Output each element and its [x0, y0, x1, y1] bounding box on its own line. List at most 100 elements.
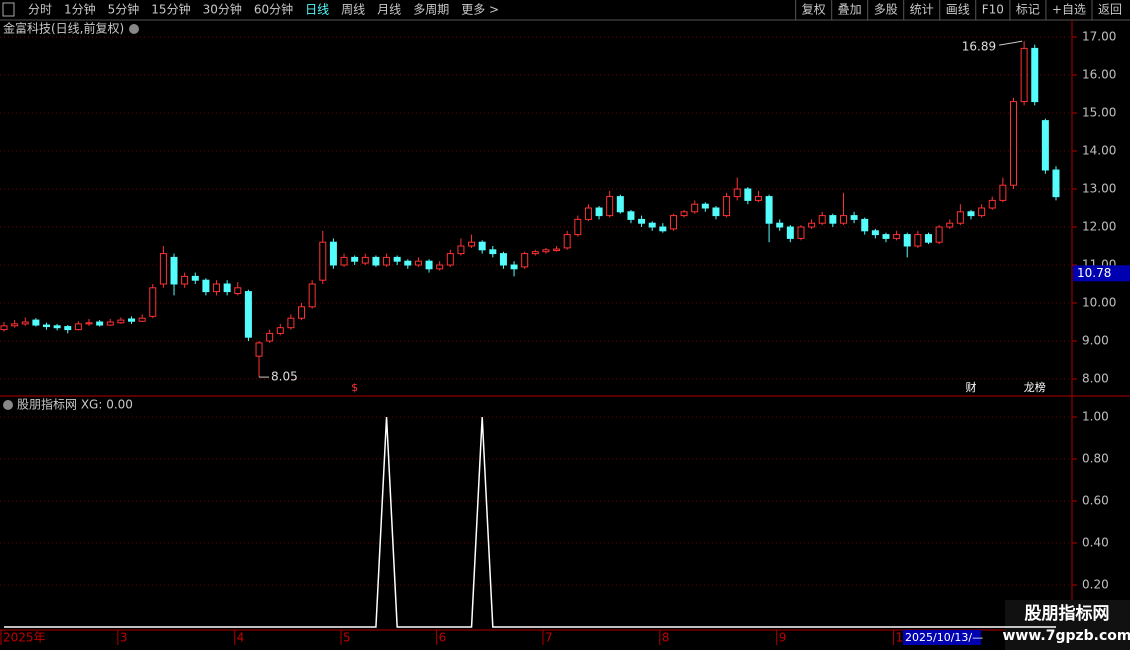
- min-label: 8.05: [271, 370, 298, 384]
- candle-body: [744, 188, 752, 201]
- candle-body: [924, 234, 932, 243]
- candle-body: [149, 287, 157, 317]
- toolbar-tab[interactable]: 周线: [341, 3, 365, 17]
- candle-body: [287, 317, 295, 329]
- candle-body: [946, 222, 954, 228]
- candle-body: [425, 260, 433, 270]
- candle-body: [935, 226, 943, 243]
- candle-body: [797, 226, 805, 239]
- toolbar-tab[interactable]: 日线: [305, 3, 329, 17]
- candle-body: [733, 188, 741, 198]
- event-marker[interactable]: $: [351, 381, 358, 394]
- candle-body: [754, 196, 762, 201]
- candle-body: [584, 207, 592, 220]
- toolbar-button[interactable]: 多股: [874, 3, 898, 17]
- candle-body: [181, 275, 189, 285]
- candle-body: [446, 253, 454, 266]
- candle-body: [818, 215, 826, 224]
- candle-body: [680, 211, 688, 217]
- candle-body: [266, 332, 274, 342]
- candle-body: [765, 196, 773, 224]
- y-tick-label: 16.00: [1082, 68, 1116, 82]
- max-label: 16.89: [962, 40, 996, 54]
- x-tick-label: 9: [779, 631, 787, 645]
- event-marker[interactable]: 龙榜: [1024, 380, 1046, 394]
- toolbar-tab[interactable]: 30分钟: [203, 2, 242, 17]
- candle-body: [64, 326, 72, 331]
- toolbar-button[interactable]: +自选: [1052, 3, 1086, 17]
- candle-body: [436, 264, 444, 270]
- toolbar-tab[interactable]: 多周期: [413, 3, 449, 17]
- x-tick-label: 1: [896, 631, 904, 645]
- x-tick-label: 6: [439, 631, 447, 645]
- candle-body: [531, 251, 539, 255]
- candle-body: [11, 323, 19, 327]
- candle-body: [0, 325, 8, 331]
- cursor-date-box: [903, 630, 981, 645]
- candle-body: [234, 287, 242, 294]
- toolbar-button[interactable]: F10: [982, 3, 1004, 17]
- y-tick-label: 10.00: [1082, 296, 1116, 310]
- dropdown-icon[interactable]: [129, 24, 139, 34]
- candle-body: [468, 241, 476, 247]
- watermark-title: 股朋指标网: [1025, 603, 1110, 624]
- toolbar-tab[interactable]: 更多 >: [461, 3, 499, 17]
- candle-body: [106, 321, 114, 326]
- indicator-title: 股朋指标网 XG: 0.00: [17, 397, 133, 412]
- candle-body: [553, 248, 561, 252]
- y-tick-label: 0.60: [1082, 494, 1109, 508]
- toolbar-button[interactable]: 画线: [946, 3, 970, 17]
- candle-body: [563, 234, 571, 249]
- chart-title: 金富科技(日线,前复权): [3, 21, 124, 36]
- candle-body: [43, 324, 51, 328]
- y-tick-label: 17.00: [1082, 30, 1116, 44]
- window-icon[interactable]: [2, 2, 15, 17]
- candle-body: [244, 291, 252, 338]
- max-pointer: [999, 40, 1023, 46]
- candle-body: [776, 222, 784, 228]
- x-tick-label: 2025年: [3, 631, 46, 645]
- dropdown-icon[interactable]: [3, 400, 13, 410]
- candle-body: [191, 275, 199, 281]
- candle-body: [701, 203, 709, 209]
- candle-body: [393, 256, 401, 262]
- candle-body: [1020, 47, 1028, 103]
- toolbar-tab[interactable]: 60分钟: [254, 2, 293, 17]
- toolbar-tab[interactable]: 5分钟: [108, 2, 140, 17]
- candle-body: [383, 256, 391, 266]
- candle-body: [138, 317, 146, 322]
- candle-body: [32, 319, 40, 326]
- toolbar-button[interactable]: 统计: [910, 3, 934, 17]
- candle-body: [648, 222, 656, 228]
- toolbar-tab[interactable]: 月线: [377, 3, 401, 17]
- candle-body: [85, 322, 93, 325]
- toolbar-tab[interactable]: 15分钟: [151, 2, 190, 17]
- candle-body: [457, 245, 465, 255]
- candle-body: [839, 215, 847, 224]
- candle-body: [499, 253, 507, 266]
- toolbar-button[interactable]: 叠加: [838, 3, 862, 17]
- x-tick-label: 7: [545, 631, 553, 645]
- candle-body: [956, 211, 964, 224]
- toolbar-button[interactable]: 返回: [1098, 3, 1122, 17]
- toolbar-tab[interactable]: 分时: [28, 3, 52, 17]
- candle-body: [712, 207, 720, 217]
- toolbar-tab[interactable]: 1分钟: [64, 2, 96, 17]
- candle-body: [978, 207, 986, 217]
- x-tick-label: 8: [662, 631, 670, 645]
- event-marker[interactable]: 财: [965, 380, 976, 394]
- toolbar-button[interactable]: 标记: [1016, 3, 1040, 17]
- candle-body: [319, 241, 327, 281]
- candle-body: [893, 234, 901, 239]
- y-tick-label: 8.00: [1082, 372, 1109, 386]
- toolbar-button[interactable]: 复权: [802, 3, 826, 17]
- y-tick-label: 0.40: [1082, 536, 1109, 550]
- candle-body: [627, 211, 635, 220]
- candle-body: [914, 234, 922, 247]
- y-tick-label: 14.00: [1082, 144, 1116, 158]
- candle-body: [638, 218, 646, 224]
- candle-body: [988, 199, 996, 209]
- watermark-url: www.7gpzb.com: [1002, 628, 1130, 644]
- candle-body: [117, 319, 125, 324]
- y-tick-label: 12.00: [1082, 220, 1116, 234]
